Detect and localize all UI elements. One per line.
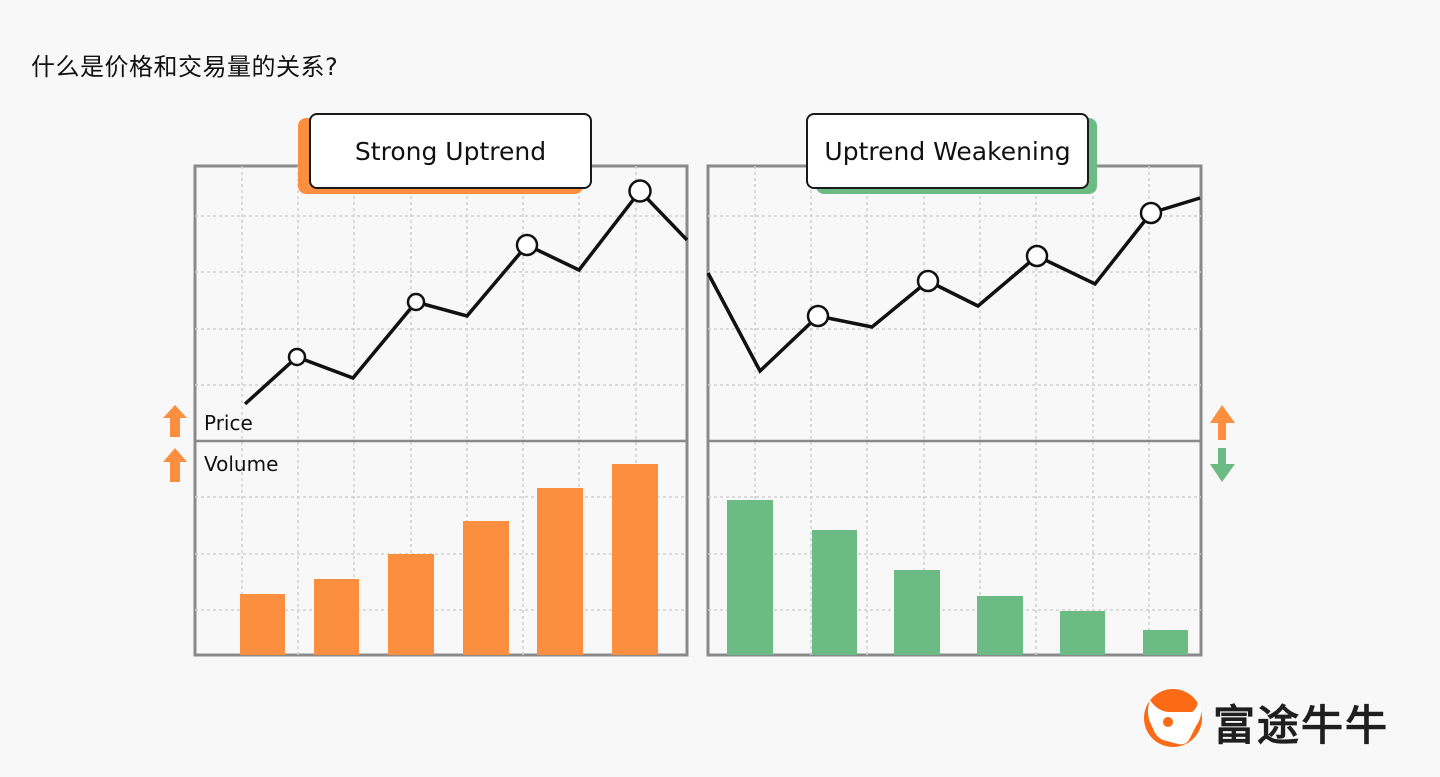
arrow-up-icon: [1210, 405, 1235, 440]
uptrend-weakening-chart: [706, 164, 1203, 657]
price-line-left: [243, 188, 689, 406]
volume-bars-left: [240, 464, 658, 655]
grid-lines-right: [708, 166, 1201, 655]
strong-uptrend-label: Strong Uptrend: [309, 113, 592, 189]
price-markers-right: [806, 201, 1163, 328]
strong-uptrend-label-text: Strong Uptrend: [354, 136, 547, 166]
uptrend-weakening-label-text: Uptrend Weakening: [824, 136, 1071, 166]
arrow-up-icon: [163, 448, 187, 482]
volume-bars-right: [727, 500, 1188, 655]
grid-lines-left: [195, 166, 687, 655]
futu-logo-icon: [1144, 689, 1202, 747]
price-markers-left: [287, 179, 652, 367]
uptrend-weakening-label: Uptrend Weakening: [806, 113, 1089, 189]
page-title: 什么是价格和交易量的关系?: [31, 53, 339, 81]
futu-logo-text: 富途牛牛: [1213, 701, 1390, 750]
arrow-down-icon: [1210, 448, 1235, 482]
price-label: Price: [204, 411, 253, 435]
volume-label: Volume: [204, 452, 279, 476]
price-line-right: [706, 196, 1201, 374]
arrow-up-icon: [163, 405, 187, 437]
strong-uptrend-chart: [193, 164, 689, 657]
